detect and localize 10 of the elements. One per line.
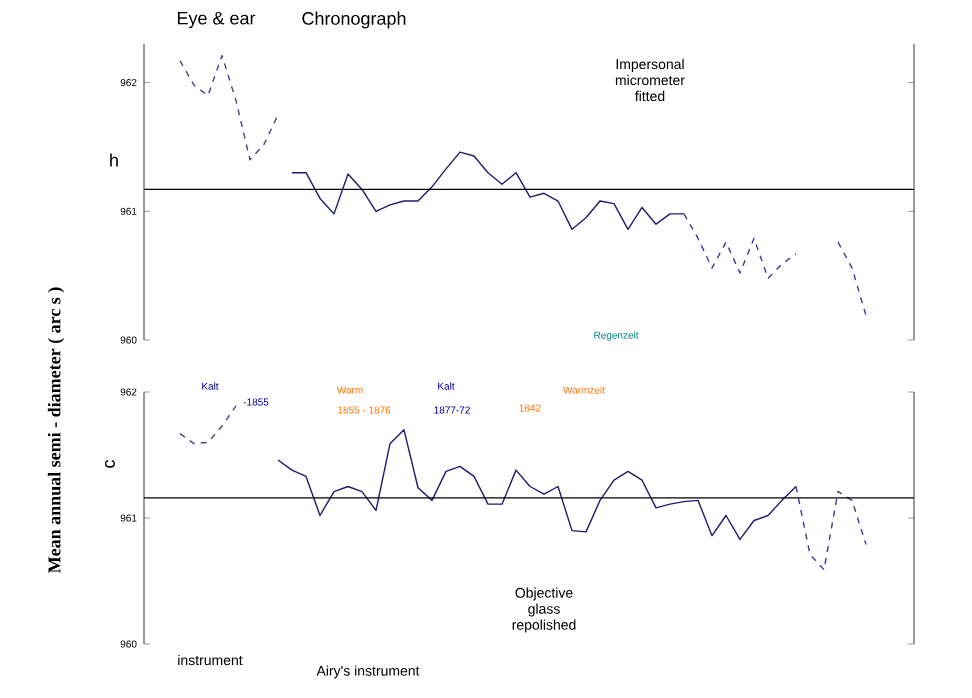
line-series [179, 54, 279, 161]
line-series [795, 485, 867, 571]
line-series [291, 151, 685, 231]
y-axis-title: Mean annual semi - diameter ( arc s ) [47, 287, 65, 574]
text: Eye & ear [177, 11, 256, 29]
text: h [110, 153, 118, 167]
line-series [179, 405, 237, 445]
line-series [277, 429, 797, 541]
text: Chronograph [302, 11, 406, 29]
text: c [105, 459, 115, 468]
